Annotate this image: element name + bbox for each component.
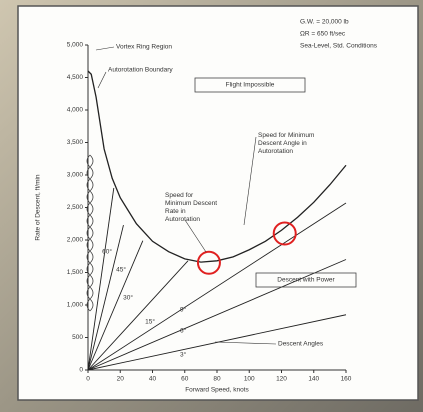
y-tick-label: 3,500 [67,139,84,146]
y-tick-label: 1,000 [67,302,84,309]
x-tick-label: 20 [117,376,125,383]
y-tick-label: 4,000 [67,107,84,114]
x-tick-label: 60 [181,376,189,383]
annotation: Descent Angles [278,341,324,348]
angle-label: 60° [102,248,112,256]
y-tick-label: 3,000 [67,172,84,179]
angle-label: 15° [145,318,155,326]
x-tick-label: 0 [86,376,90,383]
y-tick-label: 5,000 [67,42,84,49]
angle-label: 45° [116,266,126,274]
x-tick-label: 40 [149,376,157,383]
curve-label: Autorotation Boundary [108,67,173,74]
x-tick-label: 140 [308,376,319,383]
angle-label: 9° [180,306,187,314]
x-tick-label: 100 [244,376,255,383]
page: 0 500 1,000 1,500 2,000 2,500 3,000 3,500 4,000 4… [0,0,423,412]
y-tick-label: 2,500 [67,204,84,211]
annotation: G.W. = 20,000 lb [300,19,349,26]
annotation: ΩR = 650 ft/sec [300,31,346,38]
annotation: Vortex Ring Region [116,44,172,51]
y-tick-label: 2,000 [67,237,84,244]
x-tick-label: 120 [276,376,287,383]
angle-label: 6° [180,327,187,335]
y-tick-label: 0 [79,367,83,374]
y-tick-label: 500 [72,334,83,341]
angle-label: 3° [180,351,187,359]
x-tick-label: 80 [213,376,221,383]
annotation: Sea-Level, Std. Conditions [300,43,378,50]
x-axis-label: Forward Speed, knots [185,387,249,394]
y-tick-label: 4,500 [67,74,84,81]
y-tick-label: 1,500 [67,269,84,276]
annotation: Descent with Power [277,277,335,284]
y-axis-label: Rate of Descent, ft/min [35,174,42,240]
x-tick-label: 160 [341,376,352,383]
angle-label: 30° [123,294,133,302]
annotation: Flight Impossible [226,82,275,89]
chart: 0 500 1,000 1,500 2,000 2,500 3,000 3,500 4,000 4… [0,0,423,412]
